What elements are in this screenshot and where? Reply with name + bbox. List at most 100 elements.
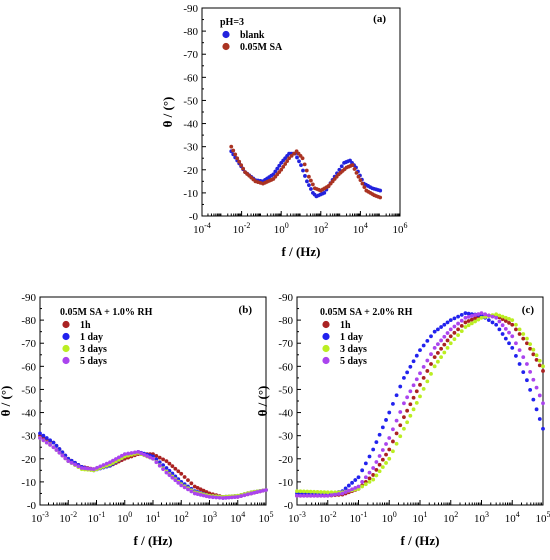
x-tick-label: 105	[536, 510, 550, 525]
data-point	[394, 441, 399, 446]
data-point	[439, 338, 444, 343]
data-point	[398, 410, 403, 414]
y-tick-label: -60	[278, 361, 293, 373]
data-point	[459, 313, 464, 317]
data-point	[398, 434, 403, 439]
data-point	[41, 433, 46, 438]
x-tick-label: 101	[146, 510, 161, 525]
data-point	[494, 322, 499, 327]
y-tick-label: -80	[183, 26, 198, 38]
data-point	[510, 334, 515, 339]
data-point	[79, 466, 84, 470]
data-point	[129, 451, 134, 455]
data-point	[98, 464, 103, 469]
data-point	[252, 490, 257, 495]
data-point	[192, 491, 197, 496]
x-tick-label: 10-2	[319, 510, 337, 525]
data-point	[51, 440, 56, 445]
data-point	[476, 317, 481, 322]
data-point	[289, 154, 294, 158]
data-point	[38, 431, 42, 436]
y-tick-label: -20	[21, 454, 36, 466]
data-point	[301, 489, 306, 494]
data-point	[374, 460, 379, 464]
data-point	[157, 455, 162, 460]
data-point	[367, 476, 372, 481]
data-point	[350, 480, 354, 485]
data-point	[101, 463, 106, 467]
data-point	[531, 377, 536, 382]
data-point	[448, 334, 453, 339]
legend-marker	[62, 344, 70, 353]
data-point	[255, 490, 260, 494]
series-1h	[38, 433, 268, 499]
data-point	[298, 493, 303, 498]
data-point	[182, 485, 187, 490]
data-point	[490, 320, 495, 325]
legend-title: pH=3	[220, 17, 244, 28]
data-point	[402, 375, 406, 380]
data-point	[54, 448, 59, 452]
data-point	[432, 345, 437, 350]
data-point	[231, 148, 236, 153]
legend-marker	[322, 332, 330, 341]
data-point	[459, 329, 464, 333]
series-5-days	[38, 436, 268, 500]
legend-marker	[322, 320, 330, 329]
x-axis-label: f / (Hz)	[282, 244, 321, 259]
data-point	[167, 473, 172, 478]
data-point	[315, 490, 320, 494]
data-point	[57, 447, 62, 451]
data-point	[122, 452, 127, 457]
data-point	[119, 453, 124, 458]
x-tick-label: 104	[353, 221, 368, 236]
data-point	[136, 449, 141, 454]
data-point	[541, 426, 545, 431]
data-point	[525, 378, 529, 383]
data-point	[377, 454, 382, 458]
data-point	[380, 425, 385, 430]
data-point	[336, 492, 341, 496]
data-point	[233, 152, 238, 157]
data-point	[343, 490, 348, 494]
y-tick-label: -20	[183, 165, 198, 177]
panel-label: (a)	[373, 13, 386, 25]
data-point	[164, 470, 169, 475]
y-tick-label: -40	[21, 408, 36, 420]
data-point	[448, 327, 453, 332]
legend-title: 0.05M SA + 2.0% RH	[320, 307, 413, 318]
data-point	[405, 408, 410, 413]
data-point	[111, 458, 115, 463]
data-point	[73, 462, 77, 467]
data-point	[305, 493, 310, 498]
data-point	[371, 473, 376, 477]
data-point	[384, 452, 388, 457]
data-point	[483, 312, 488, 317]
data-point	[466, 314, 471, 319]
y-tick-label: -70	[278, 338, 293, 350]
data-point	[500, 323, 505, 328]
data-point	[176, 480, 181, 485]
data-point	[378, 188, 383, 193]
data-point	[391, 439, 395, 444]
data-point	[275, 166, 280, 171]
data-point	[360, 479, 365, 484]
data-point	[414, 377, 419, 382]
data-point	[322, 190, 327, 195]
data-point	[306, 174, 311, 179]
data-point	[456, 314, 460, 319]
data-point	[473, 319, 477, 324]
data-point	[421, 375, 426, 380]
legend-label: 1h	[80, 320, 91, 331]
data-point	[421, 386, 426, 391]
y-axis-label: θ / (°)	[160, 97, 175, 128]
data-point	[139, 451, 144, 456]
data-point	[534, 357, 539, 362]
data-point	[325, 490, 330, 495]
data-point	[371, 447, 376, 452]
data-point	[435, 342, 440, 347]
y-tick-label: -10	[21, 477, 36, 489]
y-tick-label: -30	[21, 431, 36, 443]
data-point	[466, 323, 471, 328]
data-point	[377, 462, 382, 467]
